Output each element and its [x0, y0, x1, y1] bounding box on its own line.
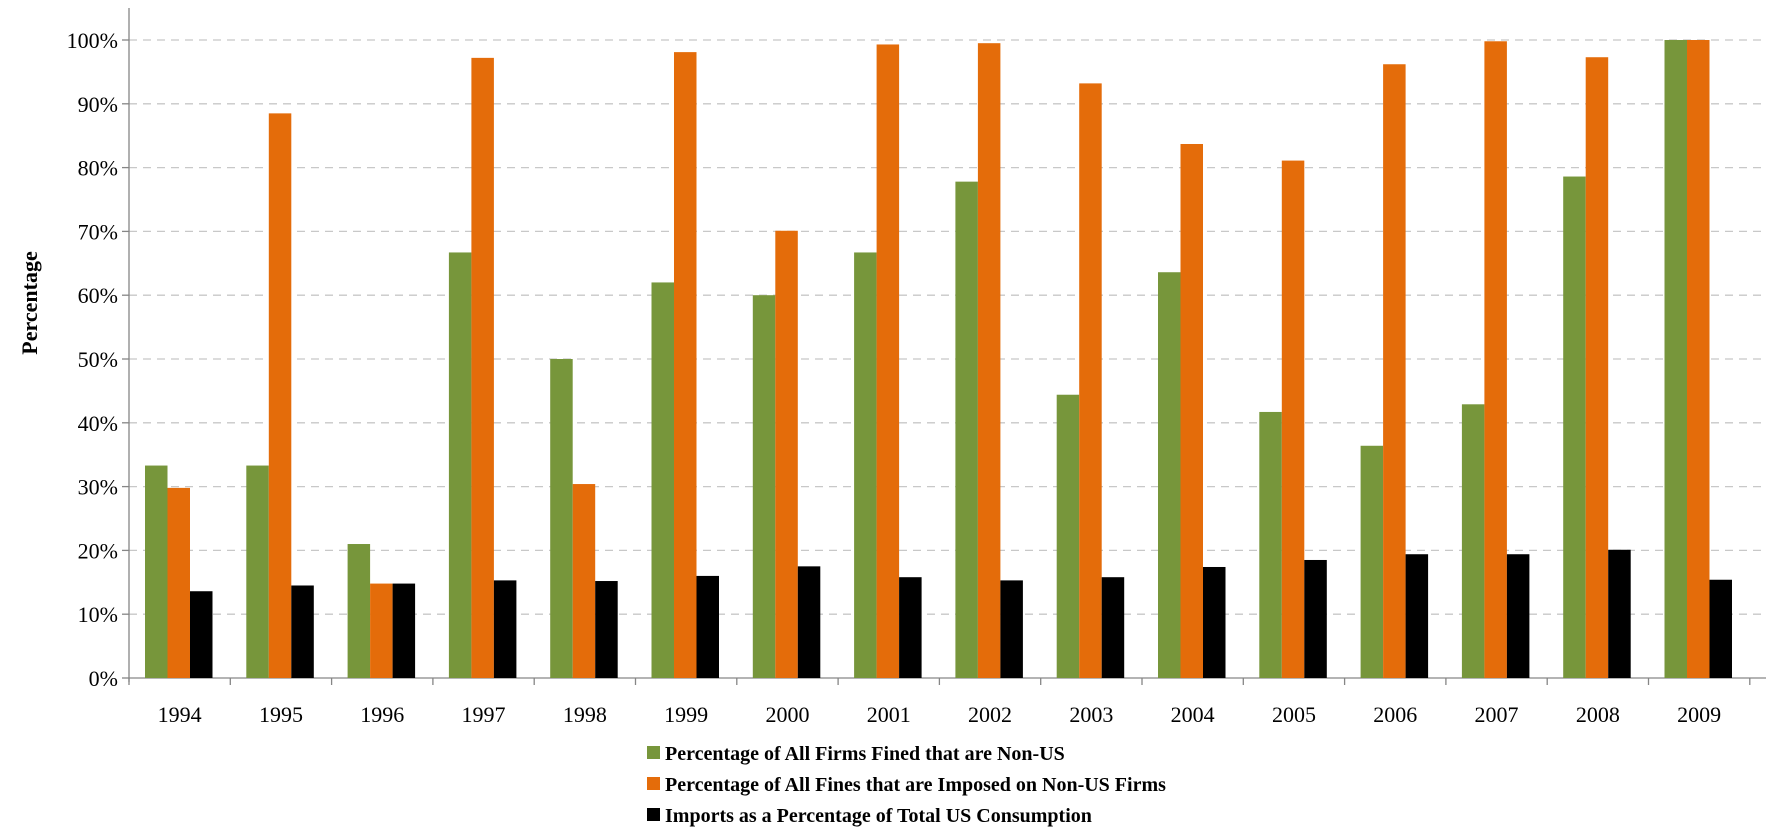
bar-1996-series-1: [347, 544, 371, 678]
bar-1996-series-2: [370, 583, 393, 678]
x-tick-label: 1997: [462, 702, 506, 727]
bar-1999-series-3: [696, 575, 719, 678]
bar-1994-series-1: [145, 465, 168, 678]
bar-1997-series-3: [493, 580, 517, 678]
bar-2006-series-1: [1360, 445, 1384, 678]
bar-2002-series-2: [977, 43, 1001, 678]
bar-1995-series-2: [268, 113, 292, 679]
bar-2000-series-2: [775, 230, 798, 678]
bar-1996-series-3: [392, 583, 416, 678]
bar-2005-series-3: [1304, 559, 1327, 678]
bar-2002-series-3: [1000, 580, 1023, 678]
bar-1999-series-1: [651, 282, 674, 678]
y-tick-label: 0%: [89, 666, 118, 691]
bar-2006-series-3: [1405, 554, 1429, 678]
x-tick-label: 1998: [563, 702, 607, 727]
bars: [145, 40, 1732, 679]
x-tick-label: 1995: [259, 702, 303, 727]
bar-2004-series-3: [1203, 566, 1226, 678]
x-tick-label: 2008: [1576, 702, 1620, 727]
y-tick-label: 100%: [67, 28, 118, 53]
x-tick-label: 2005: [1272, 702, 1316, 727]
gridlines: [129, 39, 1766, 615]
bar-2001-series-3: [899, 577, 922, 678]
legend-label: Percentage of All Firms Fined that are N…: [665, 743, 1065, 765]
bar-2000-series-1: [752, 295, 776, 678]
bar-2006-series-2: [1383, 64, 1406, 678]
bar-1994-series-2: [167, 487, 190, 678]
bar-1997-series-2: [471, 57, 494, 678]
bar-2009-series-1: [1664, 40, 1687, 678]
bar-2008-series-2: [1585, 57, 1609, 678]
x-tick-label: 2003: [1069, 702, 1113, 727]
x-tick-label: 2007: [1475, 702, 1519, 727]
bar-2002-series-1: [955, 181, 978, 679]
bar-1995-series-1: [246, 465, 269, 678]
bar-2009-series-3: [1709, 579, 1732, 678]
x-tick-label: 2000: [765, 702, 809, 727]
bar-2000-series-3: [797, 566, 821, 678]
legend-swatch: [647, 746, 660, 759]
x-tick-label: 2004: [1171, 702, 1215, 727]
bar-1998-series-3: [595, 581, 618, 678]
tick-labels: 0% 10% 20% 30% 40% 50% 60% 70% 80% 90% 100% 1994 199…: [67, 28, 1721, 727]
y-tick-label: 20%: [78, 538, 118, 563]
bar-2003-series-1: [1056, 394, 1080, 678]
legend-swatch: [647, 777, 660, 790]
bar-1997-series-1: [448, 252, 472, 679]
bar-2005-series-1: [1259, 411, 1282, 678]
bar-2001-series-2: [876, 44, 900, 678]
y-tick-label: 80%: [78, 156, 118, 181]
bar-2007-series-2: [1484, 41, 1507, 678]
bar-2009-series-2: [1687, 40, 1710, 678]
y-tick-label: 40%: [78, 411, 118, 436]
x-tick-label: 2001: [867, 702, 911, 727]
bar-1998-series-2: [572, 484, 596, 678]
x-tick-label: 2009: [1677, 702, 1721, 727]
y-tick-label: 60%: [78, 283, 118, 308]
bar-2008-series-3: [1608, 549, 1631, 678]
bar-2004-series-2: [1180, 143, 1203, 678]
bar-2008-series-1: [1563, 176, 1586, 679]
bar-2007-series-1: [1461, 404, 1485, 678]
y-tick-label: 70%: [78, 219, 118, 244]
legend-label: Percentage of All Fines that are Imposed…: [665, 774, 1166, 796]
bar-2003-series-2: [1079, 83, 1102, 678]
y-tick-label: 50%: [78, 347, 118, 372]
bar-2007-series-3: [1506, 554, 1530, 678]
legend-swatch: [647, 808, 660, 821]
bar-1994-series-3: [190, 591, 213, 678]
y-tick-label: 90%: [78, 92, 118, 117]
x-tick-label: 1996: [360, 702, 404, 727]
bar-1998-series-1: [550, 359, 573, 678]
bar-2003-series-3: [1101, 577, 1125, 678]
bar-2001-series-1: [854, 252, 877, 679]
y-tick-label: 30%: [78, 475, 118, 500]
bar-1995-series-3: [291, 585, 314, 678]
x-tick-label: 2002: [968, 702, 1012, 727]
bar-2004-series-1: [1158, 272, 1181, 678]
x-tick-label: 1999: [664, 702, 708, 727]
y-axis-title: Percentage: [17, 251, 42, 355]
bar-1999-series-2: [674, 52, 697, 678]
bar-2005-series-2: [1281, 160, 1305, 678]
legend-label: Imports as a Percentage of Total US Cons…: [665, 805, 1092, 827]
x-tick-label: 2006: [1373, 702, 1417, 727]
y-tick-label: 10%: [78, 602, 118, 627]
legend: Percentage of All Firms Fined that are N…: [647, 743, 1166, 827]
x-tick-label: 1994: [158, 702, 202, 727]
